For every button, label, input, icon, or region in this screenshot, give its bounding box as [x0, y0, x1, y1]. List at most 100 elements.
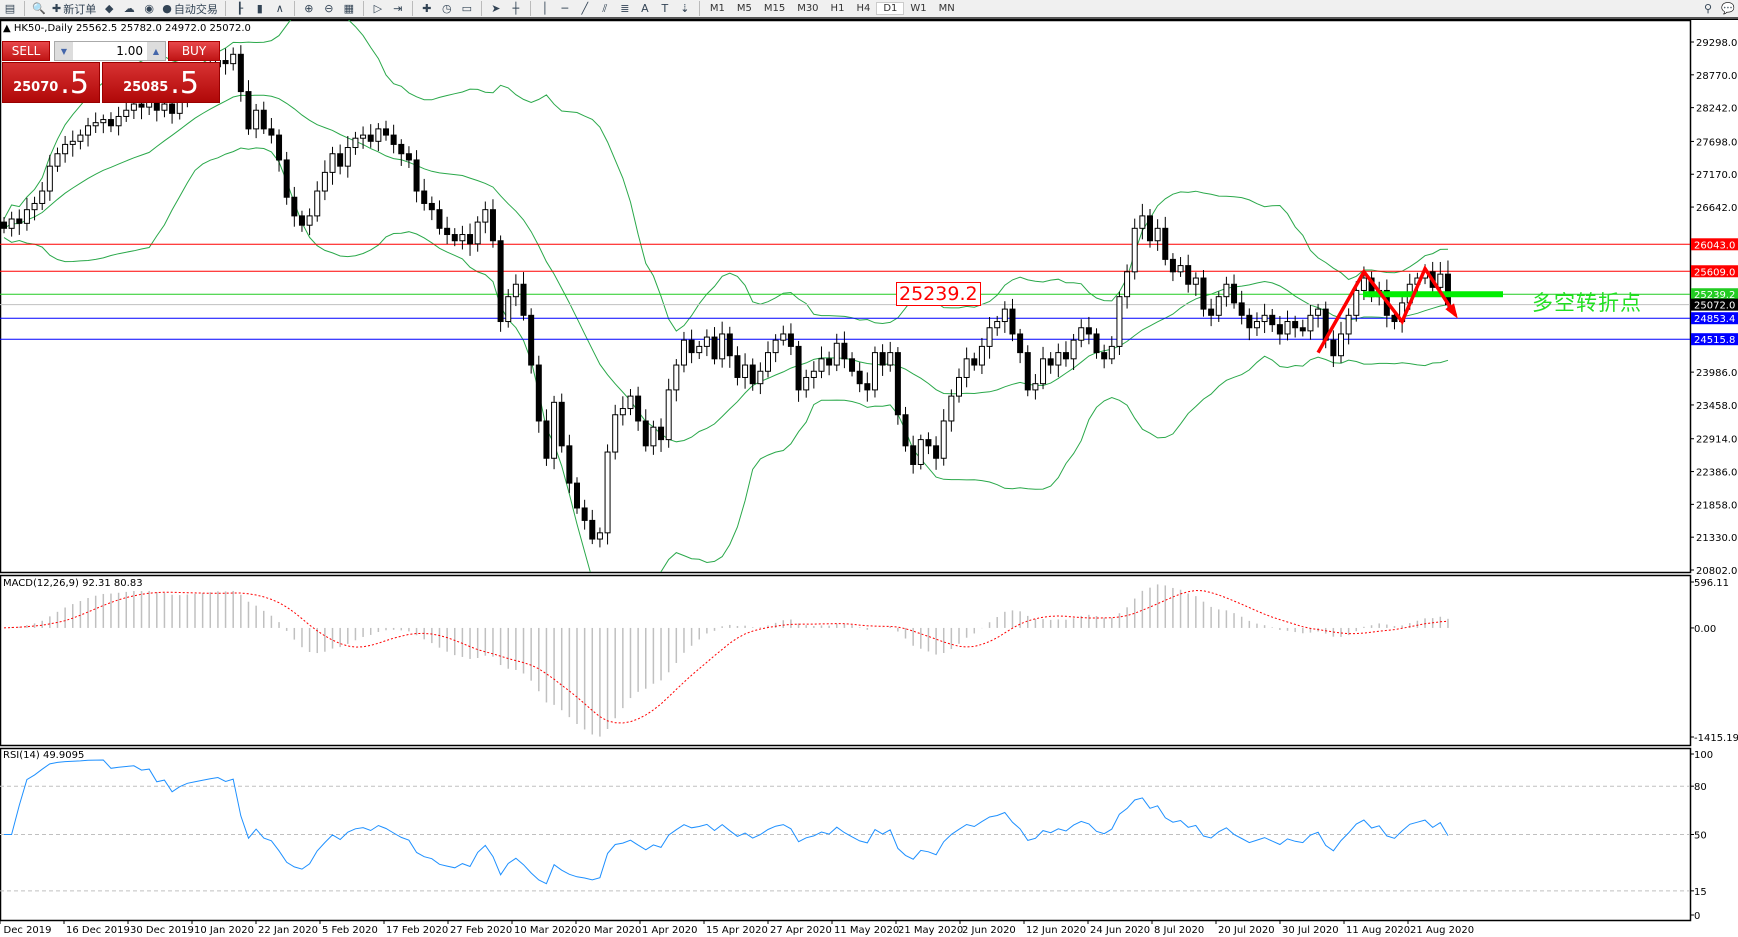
- candle[interactable]: [62, 143, 69, 155]
- candle[interactable]: [1231, 283, 1238, 304]
- candle[interactable]: [596, 532, 603, 540]
- candle[interactable]: [520, 283, 527, 316]
- candle[interactable]: [971, 358, 978, 366]
- candle[interactable]: [635, 395, 642, 422]
- candle[interactable]: [268, 128, 275, 136]
- candle[interactable]: [1360, 277, 1367, 291]
- signal-button[interactable]: ◉: [139, 0, 159, 17]
- candle[interactable]: [795, 345, 802, 391]
- candle[interactable]: [986, 327, 993, 347]
- candle[interactable]: [237, 53, 244, 93]
- candle[interactable]: [803, 376, 810, 391]
- candle[interactable]: [887, 352, 894, 366]
- candle[interactable]: [787, 333, 794, 347]
- candle[interactable]: [1032, 383, 1039, 391]
- candle[interactable]: [8, 218, 15, 229]
- candle[interactable]: [451, 234, 458, 242]
- zoom-magnifier-button[interactable]: 🔍: [29, 0, 49, 17]
- candle[interactable]: [734, 355, 741, 378]
- candle[interactable]: [1238, 302, 1245, 316]
- candle[interactable]: [1139, 215, 1146, 229]
- candle[interactable]: [1223, 283, 1230, 298]
- arrows-button[interactable]: ⇣: [675, 0, 695, 17]
- cursor-button[interactable]: ➤: [486, 0, 506, 17]
- candle[interactable]: [23, 209, 30, 224]
- vertical-line-button[interactable]: │: [535, 0, 555, 17]
- candle[interactable]: [375, 128, 382, 142]
- candle[interactable]: [688, 339, 695, 354]
- candle[interactable]: [948, 395, 955, 422]
- candle[interactable]: [344, 147, 351, 167]
- candle[interactable]: [680, 339, 687, 366]
- candle[interactable]: [77, 134, 84, 142]
- candle[interactable]: [810, 370, 817, 378]
- candle[interactable]: [291, 196, 298, 217]
- candle[interactable]: [92, 122, 99, 127]
- equidistant-channel-button[interactable]: ⫽: [595, 0, 615, 17]
- candle[interactable]: [1284, 321, 1291, 335]
- candle[interactable]: [245, 91, 252, 130]
- candle[interactable]: [138, 103, 145, 108]
- lot-increase-button[interactable]: ▲: [147, 42, 165, 60]
- candle[interactable]: [1062, 352, 1069, 360]
- pivot-level-bar[interactable]: [1363, 291, 1503, 298]
- file-button[interactable]: ▤: [0, 0, 20, 17]
- candle[interactable]: [1345, 314, 1352, 335]
- candle[interactable]: [1200, 277, 1207, 310]
- candle[interactable]: [1024, 352, 1031, 391]
- candle[interactable]: [1055, 352, 1062, 366]
- candle[interactable]: [826, 358, 833, 366]
- line-chart-button[interactable]: ∧: [270, 0, 290, 17]
- candle[interactable]: [444, 227, 451, 236]
- candle[interactable]: [574, 482, 580, 509]
- candle[interactable]: [551, 401, 558, 459]
- candle[interactable]: [658, 426, 665, 441]
- candle[interactable]: [260, 109, 267, 130]
- search-icon[interactable]: ⚲: [1703, 2, 1713, 15]
- candle[interactable]: [978, 345, 985, 366]
- candle[interactable]: [253, 109, 260, 130]
- candle[interactable]: [298, 215, 305, 226]
- candle[interactable]: [276, 134, 283, 161]
- candle[interactable]: [604, 451, 611, 534]
- candle[interactable]: [543, 420, 550, 459]
- candle[interactable]: [100, 119, 107, 124]
- candle[interactable]: [772, 339, 779, 354]
- candle[interactable]: [169, 103, 176, 114]
- candle[interactable]: [1108, 345, 1115, 360]
- bar-chart-button[interactable]: ┠: [230, 0, 250, 17]
- candle[interactable]: [612, 414, 619, 453]
- candle[interactable]: [1116, 296, 1123, 347]
- candle[interactable]: [726, 333, 733, 357]
- candle[interactable]: [535, 364, 542, 422]
- candle[interactable]: [910, 445, 917, 465]
- candle[interactable]: [54, 153, 61, 167]
- tile-windows-button[interactable]: ▦: [339, 0, 359, 17]
- candle[interactable]: [765, 352, 771, 372]
- candle[interactable]: [306, 215, 313, 226]
- candle[interactable]: [421, 190, 428, 204]
- candle[interactable]: [474, 221, 481, 245]
- candle[interactable]: [757, 370, 764, 385]
- candle[interactable]: [230, 53, 237, 65]
- zoom-out-button[interactable]: ⊖: [319, 0, 339, 17]
- candle[interactable]: [956, 376, 962, 397]
- fibonacci-button[interactable]: ≣: [615, 0, 635, 17]
- candle[interactable]: [558, 401, 565, 447]
- candle[interactable]: [352, 137, 359, 149]
- candle[interactable]: [1338, 333, 1344, 357]
- candle[interactable]: [1093, 333, 1100, 354]
- candle[interactable]: [1124, 271, 1131, 298]
- candle[interactable]: [1353, 289, 1360, 316]
- candle[interactable]: [1261, 314, 1268, 323]
- candle[interactable]: [85, 125, 92, 136]
- candle[interactable]: [933, 445, 940, 459]
- candle[interactable]: [512, 283, 519, 298]
- candle[interactable]: [489, 209, 496, 242]
- candle[interactable]: [642, 420, 649, 447]
- level-annotation-box[interactable]: 25239.2: [896, 282, 981, 306]
- templates-button[interactable]: ▭: [457, 0, 477, 17]
- candle[interactable]: [283, 159, 290, 198]
- candle[interactable]: [46, 165, 53, 192]
